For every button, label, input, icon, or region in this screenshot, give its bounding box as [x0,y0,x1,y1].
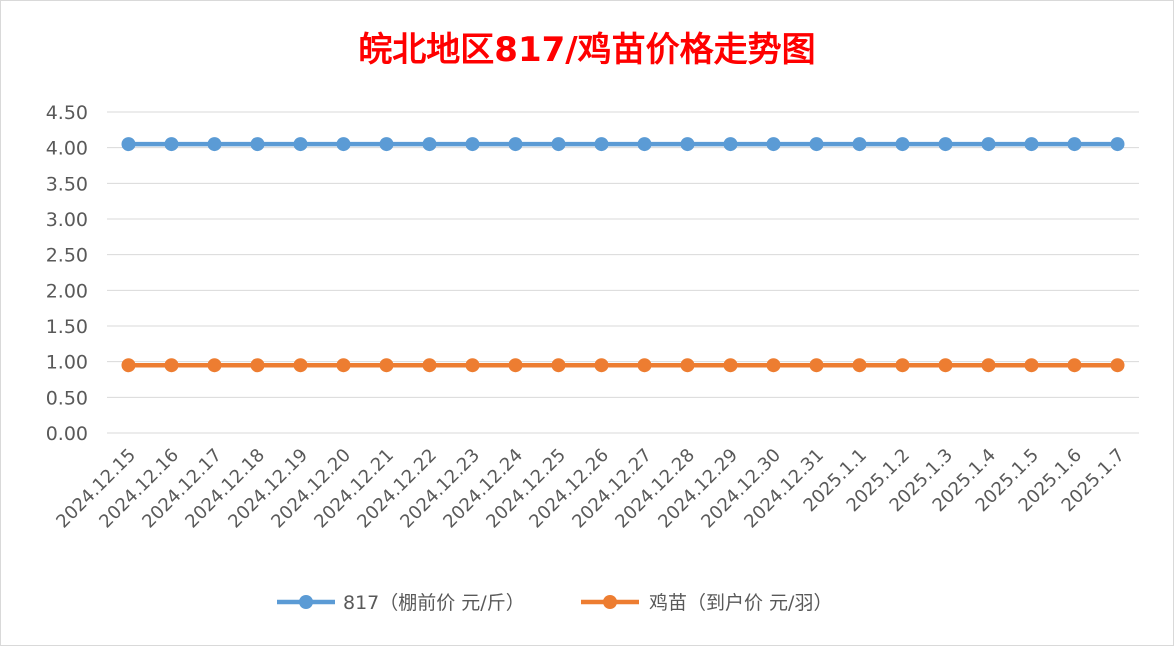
data-point [809,358,824,373]
y-tick-label: 1.00 [46,352,88,374]
legend-swatch-marker [603,595,617,609]
y-tick-label: 2.00 [46,280,88,302]
data-point [895,137,910,152]
data-point [723,358,738,373]
y-tick-label: 0.50 [46,387,88,409]
data-point [680,137,695,152]
data-point [336,358,351,373]
series-group [121,137,1125,373]
data-point [766,137,781,152]
data-point [336,137,351,152]
data-point [207,137,222,152]
data-point [164,358,179,373]
legend-swatch-marker [299,595,313,609]
data-point [594,358,609,373]
y-tick-label: 4.00 [46,138,88,160]
data-point [1110,358,1125,373]
data-point [551,137,566,152]
legend: 817（棚前价 元/斤） 鸡苗（到户价 元/羽） [277,592,832,614]
data-point [938,358,953,373]
y-tick-labels: 0.00 0.50 1.00 1.50 2.00 2.50 3.00 3.50 4.00 4.50 [46,102,88,445]
data-point [379,358,394,373]
chart-title: 皖北地区817/鸡苗价格走势图 [358,30,816,70]
data-point [1110,137,1125,152]
y-tick-label: 1.50 [46,316,88,338]
y-tick-label: 3.50 [46,173,88,195]
y-tick-label: 3.00 [46,209,88,231]
data-point [981,358,996,373]
data-point [766,358,781,373]
data-point [207,358,222,373]
data-point [121,358,136,373]
data-point [551,358,566,373]
data-point [1024,358,1039,373]
data-point [594,137,609,152]
data-point [1067,358,1082,373]
data-point [852,358,867,373]
legend-label: 鸡苗（到户价 元/羽） [649,592,832,614]
data-point [981,137,996,152]
data-point [293,358,308,373]
data-point [250,358,265,373]
data-point [465,137,480,152]
data-point [508,358,523,373]
data-point [1067,137,1082,152]
data-point [895,358,910,373]
y-tick-label: 4.50 [46,102,88,124]
y-tick-label: 0.00 [46,423,88,445]
data-point [121,137,136,152]
data-point [250,137,265,152]
x-tick-labels: 2024.12.152024.12.162024.12.172024.12.18… [52,445,1129,533]
data-point [938,137,953,152]
data-point [379,137,394,152]
data-point [164,137,179,152]
legend-label: 817（棚前价 元/斤） [343,592,525,614]
data-point [508,137,523,152]
data-point [852,137,867,152]
data-point [637,358,652,373]
data-point [637,137,652,152]
data-point [293,137,308,152]
data-point [422,358,437,373]
y-tick-label: 2.50 [46,245,88,267]
grid-lines [107,111,1139,434]
data-point [422,137,437,152]
data-point [680,358,695,373]
data-point [1024,137,1039,152]
data-point [809,137,824,152]
data-point [723,137,738,152]
data-point [465,358,480,373]
